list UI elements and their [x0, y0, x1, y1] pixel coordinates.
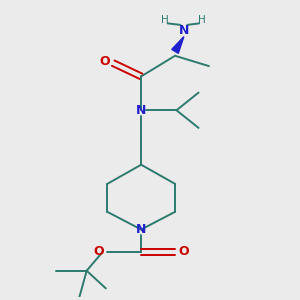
Polygon shape [172, 37, 184, 53]
Text: N: N [179, 24, 189, 37]
Text: N: N [136, 223, 146, 236]
Text: H: H [198, 15, 206, 25]
Text: N: N [136, 104, 146, 117]
Text: H: H [161, 15, 169, 25]
Text: O: O [178, 245, 189, 258]
Text: O: O [94, 245, 104, 258]
Text: O: O [100, 55, 110, 68]
